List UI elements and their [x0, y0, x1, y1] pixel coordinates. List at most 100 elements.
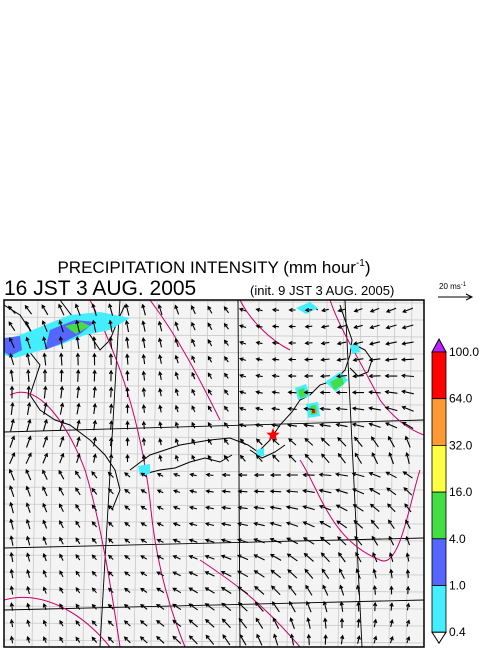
wind-arrow: [204, 554, 215, 560]
location-star: [266, 428, 280, 441]
wind-arrow: [221, 472, 231, 478]
wind-arrow: [221, 505, 231, 510]
wind-arrow: [9, 369, 14, 382]
colorbar-over: [431, 337, 447, 353]
wind-arrow: [255, 617, 264, 629]
wind-arrow: [174, 304, 180, 315]
wind-arrow: [8, 468, 15, 481]
wind-arrow: [91, 636, 98, 643]
precipitation-area: [298, 388, 306, 398]
wind-arrow: [156, 587, 165, 594]
wind-arrow: [172, 571, 181, 577]
title-text: PRECIPITATION INTENSITY (mm hour: [57, 258, 356, 277]
wind-arrow: [223, 339, 229, 346]
wind-arrow: [405, 552, 410, 562]
wind-arrow: [74, 303, 81, 316]
wind-arrow: [191, 388, 196, 396]
wind-arrow: [288, 454, 297, 463]
wind-arrow: [337, 308, 346, 313]
colorbar-segment: [431, 351, 447, 400]
grid-line: [4, 605, 424, 610]
wind-arrow: [385, 471, 397, 479]
grid-line: [133, 300, 141, 647]
wind-arrow: [109, 403, 114, 414]
wind-arrow: [42, 519, 48, 529]
wind-arrow: [221, 618, 231, 629]
wind-arrow: [108, 453, 114, 463]
wind-arrow: [158, 404, 163, 413]
grid-line: [4, 622, 424, 627]
wind-arrow: [9, 551, 14, 563]
wind-arrow: [254, 406, 264, 411]
wind-arrow: [352, 374, 364, 379]
wind-arrow: [238, 307, 247, 312]
wind-arrow: [401, 341, 414, 346]
latitude-line: [4, 537, 424, 549]
wind-arrow: [385, 324, 397, 330]
wind-arrow: [26, 401, 32, 415]
wind-arrow: [352, 504, 364, 512]
wind-arrow: [91, 537, 97, 544]
wind-arrow: [207, 438, 213, 445]
wind-arrow: [9, 602, 15, 611]
wind-arrow: [25, 485, 31, 497]
wind-arrow: [75, 570, 81, 577]
wind-arrow: [26, 385, 31, 399]
wind-arrow: [189, 472, 197, 478]
wind-arrow: [140, 538, 147, 544]
grid-line: [99, 300, 107, 647]
wind-arrow: [91, 554, 97, 561]
wind-arrow: [42, 636, 47, 644]
wind-arrow: [140, 555, 148, 560]
wind-arrow: [253, 521, 265, 527]
wind-arrow: [42, 536, 47, 545]
grid-line: [4, 367, 424, 372]
wind-arrow: [9, 452, 16, 465]
wind-arrow: [75, 319, 80, 333]
wind-arrow: [92, 436, 97, 447]
wind-arrow: [288, 324, 296, 329]
wind-arrow: [124, 555, 131, 560]
wind-arrow: [58, 469, 65, 480]
wind-arrow: [42, 452, 49, 464]
wind-arrow: [318, 504, 332, 511]
title-superscript: -1: [356, 258, 365, 269]
wind-arrow: [59, 435, 65, 448]
wind-arrow: [237, 602, 248, 612]
wind-arrow: [304, 568, 314, 579]
wind-arrow: [59, 603, 64, 610]
wind-arrow: [141, 370, 146, 381]
wind-arrow: [335, 504, 348, 512]
coastline: [249, 444, 286, 459]
wind-arrow: [207, 372, 213, 379]
wind-arrow: [75, 587, 81, 594]
grid-line: [4, 401, 424, 406]
wind-arrow: [351, 390, 365, 395]
wind-arrow: [302, 472, 315, 478]
wind-arrow: [92, 402, 97, 415]
precipitation-area: [312, 409, 315, 413]
wind-arrow: [59, 536, 64, 545]
wind-arrow: [320, 341, 330, 346]
wind-arrow: [42, 485, 48, 497]
wind-arrow: [92, 369, 97, 382]
wind-arrow: [384, 373, 398, 379]
wind-arrow: [58, 303, 65, 316]
wind-scale-label: 20 ms-1: [439, 282, 467, 291]
wind-arrow: [388, 435, 395, 448]
wind-arrow: [9, 435, 16, 448]
wind-arrow: [91, 487, 98, 495]
wind-arrow: [220, 586, 232, 594]
grid-line: [4, 384, 424, 389]
wind-scale-head: [465, 293, 474, 301]
wind-arrow: [75, 537, 81, 545]
wind-arrow: [191, 405, 196, 413]
wind-arrow: [239, 390, 247, 395]
wind-arrow: [76, 419, 81, 431]
wind-arrow: [26, 619, 31, 627]
wind-arrow: [320, 357, 330, 362]
wind-arrow: [124, 505, 131, 511]
wind-arrow: [108, 386, 114, 398]
wind-arrow: [236, 554, 249, 561]
